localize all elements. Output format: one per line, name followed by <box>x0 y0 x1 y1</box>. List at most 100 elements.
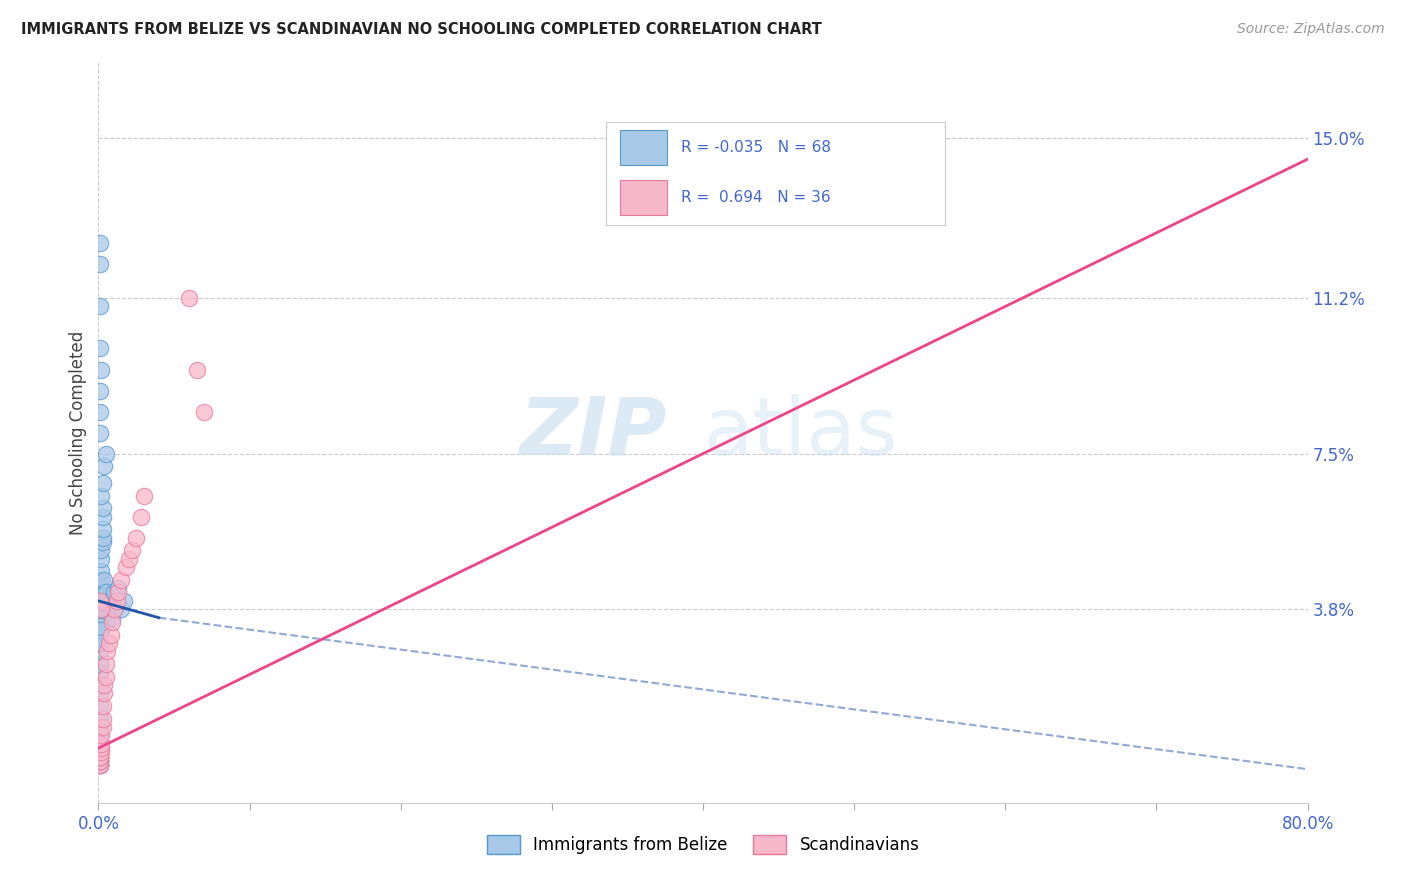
Point <box>193 404 215 418</box>
Point <box>89 754 111 768</box>
Point <box>91 699 114 714</box>
Text: atlas: atlas <box>703 393 897 472</box>
Point <box>90 624 112 638</box>
Point <box>129 509 152 524</box>
Point <box>89 758 111 772</box>
Point <box>107 581 129 595</box>
Point <box>89 749 111 764</box>
Point <box>89 636 111 650</box>
Point <box>89 300 111 314</box>
Point <box>90 585 112 599</box>
Point <box>98 636 121 650</box>
Point <box>90 729 112 743</box>
Point <box>91 712 114 726</box>
Point <box>89 749 111 764</box>
Point <box>103 585 125 599</box>
Point <box>94 585 117 599</box>
Point <box>91 522 114 536</box>
Point <box>89 624 111 638</box>
Point <box>93 459 115 474</box>
Point <box>89 665 111 680</box>
Legend: Immigrants from Belize, Scandinavians: Immigrants from Belize, Scandinavians <box>479 829 927 861</box>
Point <box>91 535 114 549</box>
Point <box>90 737 112 751</box>
Point <box>90 602 112 616</box>
Point <box>125 531 148 545</box>
Point <box>91 509 114 524</box>
Point <box>100 627 122 641</box>
Point <box>105 594 128 608</box>
Point <box>101 610 124 624</box>
Point <box>89 758 111 772</box>
Point <box>96 644 118 658</box>
Point <box>89 425 111 440</box>
Point <box>94 670 117 684</box>
Point <box>90 362 112 376</box>
Point <box>89 741 111 756</box>
Point <box>93 573 115 587</box>
Point <box>90 610 112 624</box>
Point <box>89 594 111 608</box>
Point <box>90 745 112 759</box>
Point <box>90 489 112 503</box>
Point <box>89 236 111 251</box>
Point <box>89 758 111 772</box>
Text: ZIP: ZIP <box>519 393 666 472</box>
Point <box>118 551 141 566</box>
Point <box>93 686 115 700</box>
Point <box>89 636 111 650</box>
Y-axis label: No Schooling Completed: No Schooling Completed <box>69 331 87 534</box>
Point <box>91 531 114 545</box>
Point <box>89 644 111 658</box>
Point <box>104 602 127 616</box>
Point <box>112 594 135 608</box>
Point <box>93 594 115 608</box>
Point <box>90 565 112 579</box>
Point <box>89 712 111 726</box>
Point <box>89 745 111 759</box>
Point <box>90 573 112 587</box>
Point <box>93 678 115 692</box>
Point <box>179 291 201 305</box>
Point <box>89 754 111 768</box>
Point <box>89 749 111 764</box>
Point <box>89 686 111 700</box>
Point <box>93 615 115 629</box>
Point <box>89 758 111 772</box>
Point <box>186 362 208 376</box>
Point <box>89 342 111 356</box>
Point <box>89 610 111 624</box>
Point <box>89 619 111 633</box>
Point <box>89 384 111 398</box>
Point <box>94 602 117 616</box>
Point <box>121 543 143 558</box>
Point <box>91 476 114 491</box>
Point <box>101 615 124 629</box>
Point <box>90 602 112 616</box>
Point <box>89 404 111 418</box>
Point <box>90 551 112 566</box>
Point <box>89 729 111 743</box>
Point <box>94 657 117 671</box>
Point <box>89 737 111 751</box>
Point <box>91 720 114 734</box>
Point <box>89 699 111 714</box>
Point <box>90 594 112 608</box>
Point <box>114 560 136 574</box>
Point <box>89 257 111 271</box>
Point <box>91 501 114 516</box>
Point <box>110 602 132 616</box>
Point <box>103 602 125 616</box>
Point <box>90 602 112 616</box>
Point <box>132 489 155 503</box>
Point <box>100 594 122 608</box>
Point <box>90 741 112 756</box>
Text: Source: ZipAtlas.com: Source: ZipAtlas.com <box>1237 22 1385 37</box>
Text: IMMIGRANTS FROM BELIZE VS SCANDINAVIAN NO SCHOOLING COMPLETED CORRELATION CHART: IMMIGRANTS FROM BELIZE VS SCANDINAVIAN N… <box>21 22 823 37</box>
Point <box>89 720 111 734</box>
Point <box>89 754 111 768</box>
Point <box>105 594 128 608</box>
Point <box>89 678 111 692</box>
Point <box>96 615 118 629</box>
Point <box>89 657 111 671</box>
